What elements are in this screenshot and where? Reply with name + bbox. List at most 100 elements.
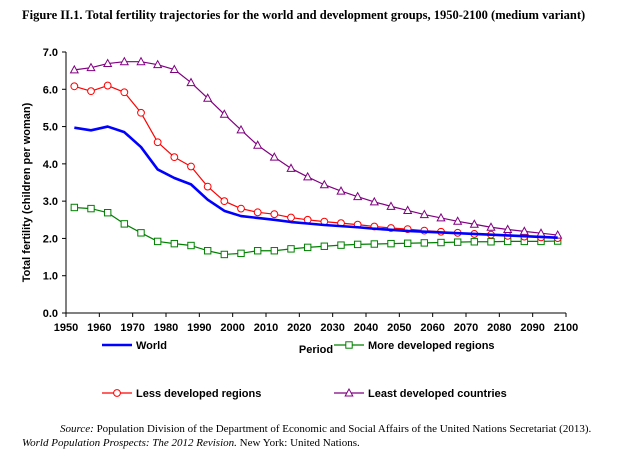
data-point-least-developed-countries xyxy=(403,205,413,214)
data-point-least-developed-countries xyxy=(369,196,379,206)
data-point-least-developed-countries xyxy=(303,171,313,181)
y-tick-label: 7.0 xyxy=(43,47,58,59)
data-point-least-developed-countries xyxy=(319,179,329,189)
data-point-more-developed-regions xyxy=(420,239,429,247)
data-point-more-developed-regions xyxy=(237,249,245,258)
source-text-1: Population Division of the Department of… xyxy=(93,423,592,435)
data-point-least-developed-countries xyxy=(269,152,279,161)
data-point-least-developed-countries xyxy=(119,56,129,66)
data-point-more-developed-regions xyxy=(353,240,362,249)
chart-series xyxy=(69,56,563,259)
series-line-world xyxy=(74,125,558,239)
data-point-more-developed-regions xyxy=(320,242,329,250)
data-point-less-developed-regions xyxy=(87,87,95,96)
x-tick-label: 2070 xyxy=(454,322,478,334)
data-point-least-developed-countries xyxy=(86,62,96,72)
x-tick-label: 1960 xyxy=(87,322,111,334)
legend-item-less-developed-regions: Less developed regions xyxy=(102,388,261,400)
data-point-least-developed-countries xyxy=(419,209,429,219)
legend-label: More developed regions xyxy=(368,340,495,352)
series-world xyxy=(74,125,558,239)
data-point-less-developed-regions xyxy=(253,208,262,217)
data-point-more-developed-regions xyxy=(337,241,345,249)
data-point-less-developed-regions xyxy=(153,138,162,147)
figure-title: Figure II.1. Total fertility trajectorie… xyxy=(22,8,586,22)
data-point-less-developed-regions xyxy=(237,204,245,213)
data-point-more-developed-regions xyxy=(470,238,479,246)
data-point-less-developed-regions xyxy=(187,162,195,171)
x-tick-label: 1990 xyxy=(187,322,211,334)
data-point-least-developed-countries xyxy=(436,212,446,222)
data-point-more-developed-regions xyxy=(303,243,312,252)
data-point-least-developed-countries xyxy=(253,140,263,149)
series-line-more-developed-regions xyxy=(74,206,558,256)
legend-label: Less developed regions xyxy=(136,388,261,400)
data-point-more-developed-regions xyxy=(70,203,79,212)
data-point-more-developed-regions xyxy=(403,239,412,247)
chart-legend: World More developed regions Less develope… xyxy=(102,340,507,400)
legend-label: World xyxy=(136,340,167,352)
y-tick-label: 2.0 xyxy=(43,233,58,245)
series-less-developed-regions xyxy=(70,81,562,242)
data-point-least-developed-countries xyxy=(186,77,196,87)
x-tick-label: 2020 xyxy=(287,322,311,334)
fertility-line-chart: 0.0 1.0 2.0 3.0 4.0 5.0 6.0 7.0 1950 1960 1970 1980… xyxy=(21,47,579,400)
data-point-less-developed-regions xyxy=(220,197,229,206)
data-point-more-developed-regions xyxy=(103,209,112,217)
data-point-more-developed-regions xyxy=(203,247,212,255)
data-point-more-developed-regions xyxy=(153,237,162,246)
data-point-more-developed-regions xyxy=(137,229,145,237)
y-tick-label: 1.0 xyxy=(43,271,58,283)
data-point-least-developed-countries xyxy=(203,93,213,102)
x-tick-label: 2040 xyxy=(354,322,378,334)
data-point-more-developed-regions xyxy=(253,247,262,255)
data-point-least-developed-countries xyxy=(236,124,246,134)
data-point-least-developed-countries xyxy=(519,226,529,235)
legend-swatch-marker xyxy=(345,341,353,349)
x-tick-label: 2050 xyxy=(387,322,411,334)
x-tick-label: 1950 xyxy=(54,322,78,334)
data-point-more-developed-regions xyxy=(120,220,129,228)
data-point-less-developed-regions xyxy=(137,108,145,117)
data-point-less-developed-regions xyxy=(103,81,112,90)
legend-item-world: World xyxy=(102,340,167,352)
y-axis-title: Total fertility (children per woman) xyxy=(21,102,33,282)
data-point-less-developed-regions xyxy=(120,88,129,97)
chart-axes: 0.0 1.0 2.0 3.0 4.0 5.0 6.0 7.0 1950 1960 1970 1980… xyxy=(43,47,579,334)
data-point-more-developed-regions xyxy=(487,238,495,246)
data-point-least-developed-countries xyxy=(503,224,513,233)
x-tick-label: 2090 xyxy=(520,322,544,334)
data-point-more-developed-regions xyxy=(170,239,179,248)
source-label: Source: xyxy=(60,423,94,435)
x-tick-label: 1980 xyxy=(154,322,178,334)
data-point-more-developed-regions xyxy=(220,250,229,259)
data-point-more-developed-regions xyxy=(387,239,395,248)
data-point-more-developed-regions xyxy=(370,240,379,248)
data-point-least-developed-countries xyxy=(153,59,163,69)
source-publication-title: World Population Prospects: The 2012 Rev… xyxy=(22,437,237,449)
data-point-more-developed-regions xyxy=(270,247,279,255)
x-tick-label: 2100 xyxy=(554,322,578,334)
y-tick-label: 4.0 xyxy=(43,159,58,171)
data-point-least-developed-countries xyxy=(336,186,346,195)
x-tick-label: 2030 xyxy=(320,322,344,334)
data-point-less-developed-regions xyxy=(70,82,79,91)
series-least-developed-countries xyxy=(69,56,563,239)
data-point-less-developed-regions xyxy=(170,153,179,162)
x-tick-label: 2000 xyxy=(220,322,244,334)
data-point-least-developed-countries xyxy=(353,191,363,201)
legend-swatch-marker xyxy=(344,387,354,397)
x-axis-title: Period xyxy=(299,344,333,356)
data-point-less-developed-regions xyxy=(203,182,212,191)
legend-item-more-developed-regions: More developed regions xyxy=(334,340,495,352)
data-point-least-developed-countries xyxy=(69,64,79,74)
y-tick-label: 5.0 xyxy=(43,122,58,134)
legend-label: Least developed countries xyxy=(368,388,507,400)
data-point-least-developed-countries xyxy=(469,219,479,228)
data-point-least-developed-countries xyxy=(386,201,396,210)
data-point-least-developed-countries xyxy=(219,109,229,118)
data-point-more-developed-regions xyxy=(87,204,95,213)
x-tick-label: 2080 xyxy=(487,322,511,334)
data-point-least-developed-countries xyxy=(103,58,113,68)
x-tick-label: 2010 xyxy=(254,322,278,334)
